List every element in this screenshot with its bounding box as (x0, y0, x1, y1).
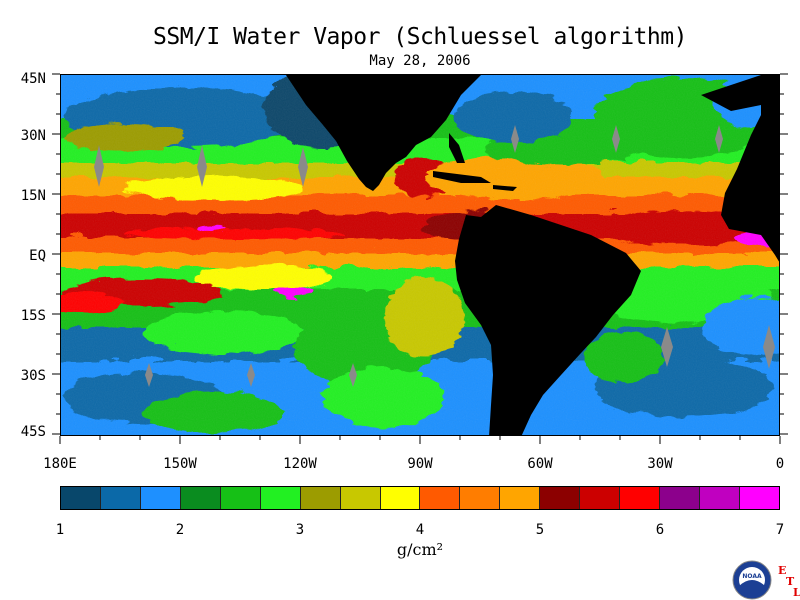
lat-label-45s: 45S (20, 424, 46, 440)
lon-label-150w: 150W (163, 456, 197, 472)
data-gap-markers (94, 125, 775, 387)
colorbar-segment (739, 487, 779, 509)
lat-label-45n: 45N (20, 71, 46, 87)
noaa-logo-text: NOAA (742, 573, 762, 580)
colorbar-segment (540, 487, 581, 509)
colorbar-segment (340, 487, 381, 509)
colorbar-tick-1: 1 (55, 522, 65, 538)
colorbar-tick-3: 3 (295, 522, 305, 538)
colorbar-segment (620, 487, 661, 509)
lon-label-180e: 180E (43, 456, 77, 472)
axis-ticks (52, 73, 788, 444)
colorbar-segment (580, 487, 621, 509)
lon-label-60w: 60W (527, 456, 553, 472)
lat-label-30s: 30S (20, 368, 46, 384)
colorbar-segment (300, 487, 341, 509)
colorbar-segment (180, 487, 221, 509)
colorbar-segment (660, 487, 700, 509)
etl-letter-t: T (786, 575, 795, 588)
etl-letter-e: E (778, 564, 787, 577)
chart-title: SSM/I Water Vapor (Schluessel algorithm) (153, 24, 687, 50)
colorbar-segment (460, 487, 501, 509)
lat-label-15s: 15S (20, 308, 46, 324)
colorbar-segment (420, 487, 461, 509)
lat-label-30n: 30N (20, 128, 46, 144)
colorbar-segment (500, 487, 541, 509)
colorbar-segment (700, 487, 740, 509)
colorbar-segment (100, 487, 141, 509)
colorbar-tick-2: 2 (175, 522, 185, 538)
lat-label-15n: 15N (20, 188, 46, 204)
colorbar-units: g/cm² (396, 540, 444, 559)
noaa-logo-icon: NOAA (732, 560, 772, 600)
lon-label-120w: 120W (283, 456, 317, 472)
lon-label-0: 0 (775, 456, 785, 472)
colorbar-segment (380, 487, 421, 509)
colorbar-segment (260, 487, 301, 509)
colorbar-segment (220, 487, 261, 509)
chart-date: May 28, 2006 (369, 53, 471, 69)
etl-letter-l: L (793, 586, 800, 599)
land-mask (286, 75, 779, 435)
colorbar-segment (61, 487, 101, 509)
colorbar-tick-6: 6 (655, 522, 665, 538)
lat-label-eq: EQ (29, 248, 46, 264)
lon-label-30w: 30W (647, 456, 673, 472)
colorbar-segment (140, 487, 181, 509)
colorbar (60, 486, 780, 510)
lon-label-90w: 90W (407, 456, 433, 472)
colorbar-tick-7: 7 (775, 522, 785, 538)
colorbar-tick-5: 5 (535, 522, 545, 538)
water-vapor-map (60, 74, 780, 436)
colorbar-tick-4: 4 (415, 522, 425, 538)
